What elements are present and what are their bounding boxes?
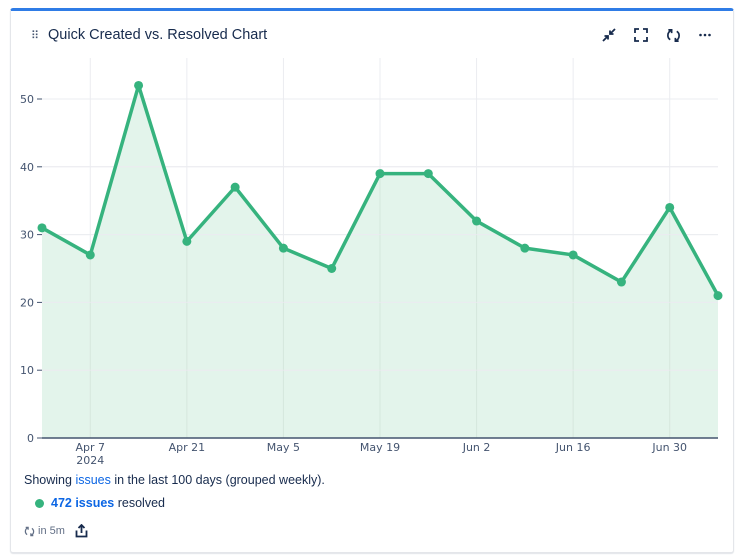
data-point xyxy=(85,250,95,260)
fullscreen-icon xyxy=(634,28,648,42)
more-button[interactable] xyxy=(695,25,715,45)
refresh-small-icon xyxy=(24,526,35,536)
gadget-title: Quick Created vs. Resolved Chart xyxy=(48,27,268,43)
refresh-icon xyxy=(666,28,680,42)
data-point xyxy=(37,223,47,233)
chart-legend: 472 issues resolved xyxy=(35,496,165,510)
data-point xyxy=(230,182,240,192)
y-tick-label: 20 xyxy=(20,296,34,309)
x-tick-label: May 19 xyxy=(360,441,400,454)
resolved-issues-link[interactable]: 472 issues xyxy=(51,496,115,510)
chart-description: Showing issues in the last 100 days (gro… xyxy=(24,473,325,487)
y-tick-label: 40 xyxy=(20,161,34,174)
more-icon xyxy=(699,33,711,37)
data-point xyxy=(713,291,723,301)
y-tick-label: 10 xyxy=(20,364,34,377)
data-point xyxy=(327,264,337,273)
y-tick-label: 30 xyxy=(20,229,34,242)
data-point xyxy=(278,243,288,253)
fullscreen-button[interactable] xyxy=(631,25,651,45)
auto-refresh-status: in 5m xyxy=(24,525,65,537)
resolved-legend-dot xyxy=(35,498,44,508)
x-tick-label: Apr 7 xyxy=(76,441,106,454)
data-point xyxy=(134,80,144,90)
x-tick-label: Jun 30 xyxy=(651,441,687,454)
drag-handle-icon[interactable]: ⠿ xyxy=(31,30,39,42)
share-button[interactable] xyxy=(75,524,88,538)
legend-label: resolved xyxy=(114,496,165,510)
data-point xyxy=(472,216,482,226)
x-tick-label: May 5 xyxy=(267,441,300,454)
x-tick-year: 2024 xyxy=(76,454,104,467)
y-tick-label: 50 xyxy=(20,93,34,106)
refresh-button[interactable] xyxy=(663,25,683,45)
issues-link[interactable]: issues xyxy=(75,473,111,487)
x-tick-label: Jun 16 xyxy=(555,441,591,454)
x-tick-label: Apr 21 xyxy=(169,441,206,454)
minimize-button[interactable] xyxy=(599,25,619,45)
data-point xyxy=(665,202,675,212)
gadget-header: ⠿ Quick Created vs. Resolved Chart xyxy=(11,11,733,61)
data-point xyxy=(375,169,385,179)
gadget-footer: in 5m xyxy=(24,524,88,538)
minimize-icon xyxy=(602,28,616,42)
data-point xyxy=(520,243,530,253)
y-tick-label: 0 xyxy=(27,432,34,445)
data-point xyxy=(182,236,192,246)
gadget-actions xyxy=(599,25,715,45)
data-point xyxy=(423,169,433,179)
x-tick-label: Jun 2 xyxy=(462,441,491,454)
share-icon xyxy=(75,524,88,538)
data-point xyxy=(616,277,626,287)
data-point xyxy=(568,250,578,260)
